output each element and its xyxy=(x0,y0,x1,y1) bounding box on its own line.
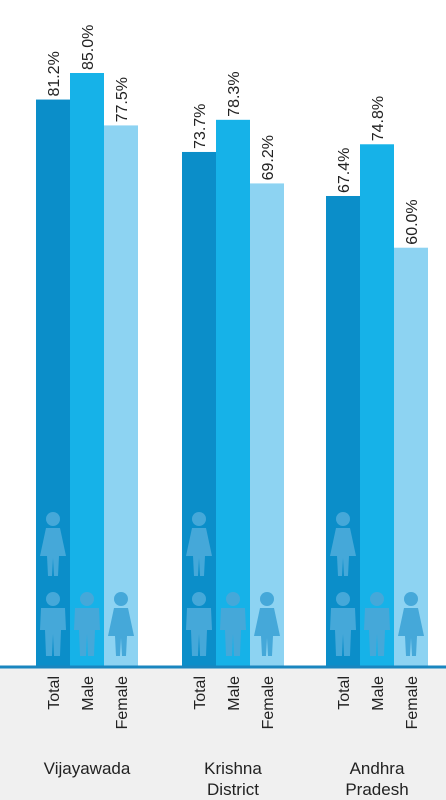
bar-andhra-pradesh-male xyxy=(360,144,394,667)
bar-vijayawada-total xyxy=(36,99,70,667)
male-person-icon-vijayawada-male xyxy=(74,592,100,656)
category-labels-layer: Vijayawada Krishna District Andhra Pradesh xyxy=(44,759,409,799)
value-label-krishna-district-female: 69.2% xyxy=(260,135,277,180)
category-label-krishna-district-line-1: Krishna xyxy=(204,759,262,778)
bar-krishna-district-female xyxy=(250,183,284,667)
value-label-andhra-pradesh-male: 74.8% xyxy=(370,96,387,141)
female-person-icon-vijayawada-female xyxy=(108,592,134,656)
bar-krishna-district-male xyxy=(216,119,250,668)
female-person-icon-andhra-pradesh-total xyxy=(330,512,356,576)
female-person-icon-vijayawada-total xyxy=(40,512,66,576)
footer-background xyxy=(0,667,446,800)
value-label-krishna-district-male: 78.3% xyxy=(226,71,243,116)
female-person-icon-andhra-pradesh-female xyxy=(398,592,424,656)
male-person-icon-vijayawada-total xyxy=(40,592,66,656)
value-label-andhra-pradesh-female: 60.0% xyxy=(404,199,421,244)
series-label-andhra-pradesh-male: Male xyxy=(370,676,387,711)
value-label-krishna-district-total: 73.7% xyxy=(192,104,209,149)
series-label-krishna-district-male: Male xyxy=(226,676,243,711)
series-label-vijayawada-female: Female xyxy=(114,676,131,729)
value-label-vijayawada-total: 81.2% xyxy=(46,51,63,96)
series-label-vijayawada-male: Male xyxy=(80,676,97,711)
bar-andhra-pradesh-total xyxy=(326,195,360,668)
value-label-vijayawada-male: 85.0% xyxy=(80,25,97,70)
male-person-icon-krishna-district-male xyxy=(220,592,246,656)
series-labels-layer: Total Male Female Total Male Female Total Male F… xyxy=(46,676,421,729)
series-label-vijayawada-total: Total xyxy=(46,676,63,710)
bars-layer xyxy=(36,73,428,668)
icons-layer xyxy=(40,512,424,656)
category-label-andhra-pradesh-line-2: Pradesh xyxy=(345,780,408,799)
bar-krishna-district-total xyxy=(182,151,216,668)
male-person-icon-andhra-pradesh-male xyxy=(364,592,390,656)
series-label-krishna-district-total: Total xyxy=(192,676,209,710)
male-person-icon-krishna-district-total xyxy=(186,592,212,656)
series-label-andhra-pradesh-female: Female xyxy=(404,676,421,729)
male-person-icon-andhra-pradesh-total xyxy=(330,592,356,656)
series-label-andhra-pradesh-total: Total xyxy=(336,676,353,710)
category-label-andhra-pradesh-line-1: Andhra xyxy=(350,759,405,778)
bar-vijayawada-male xyxy=(70,73,104,667)
bar-vijayawada-female xyxy=(104,125,138,668)
series-label-krishna-district-female: Female xyxy=(260,676,277,729)
value-label-andhra-pradesh-total: 67.4% xyxy=(336,148,353,193)
value-label-vijayawada-female: 77.5% xyxy=(114,77,131,122)
category-label-krishna-district-line-2: District xyxy=(207,780,259,799)
female-person-icon-krishna-district-total xyxy=(186,512,212,576)
category-label-vijayawada-line-1: Vijayawada xyxy=(44,759,131,778)
female-person-icon-krishna-district-female xyxy=(254,592,280,656)
value-labels-layer: 81.2% 85.0% 77.5% 73.7% 78.3% 69.2% 67.4% 74.8%… xyxy=(46,25,421,245)
